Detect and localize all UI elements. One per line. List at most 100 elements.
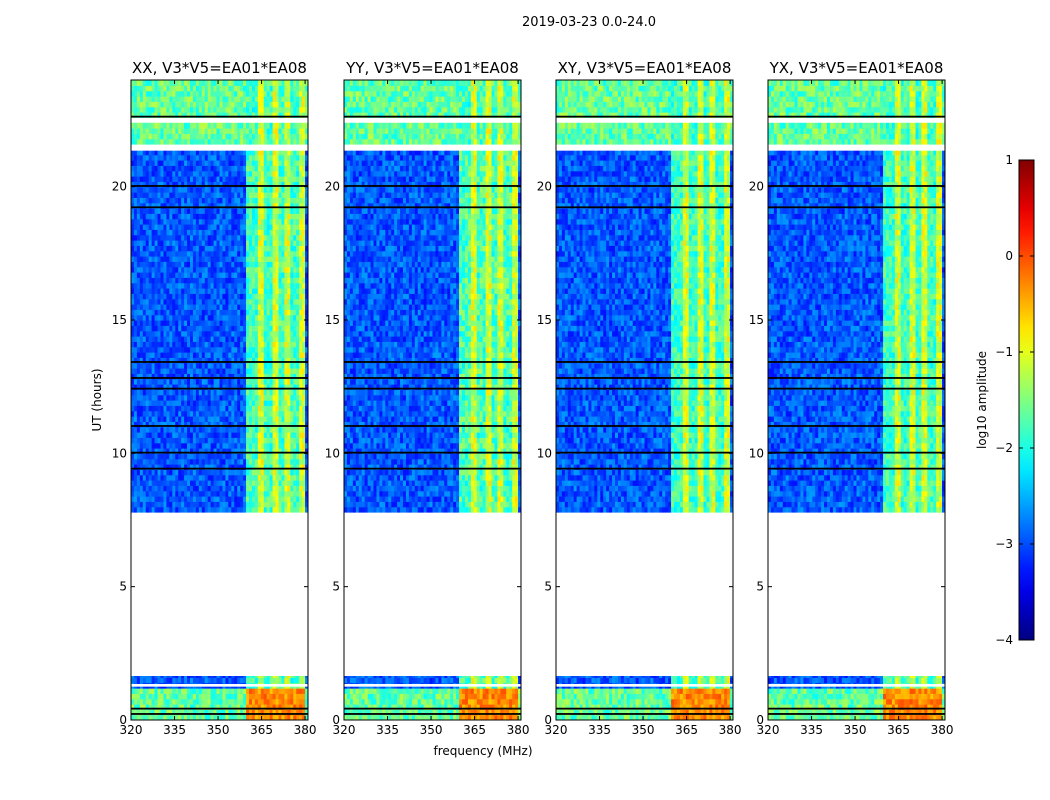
heatmap-cell bbox=[249, 432, 253, 438]
heatmap-cell bbox=[192, 501, 197, 508]
heatmap-cell bbox=[148, 394, 153, 401]
heatmap-cell bbox=[296, 165, 300, 172]
heatmap-cell bbox=[278, 106, 283, 113]
heatmap-cell bbox=[192, 245, 197, 252]
heatmap-cell bbox=[246, 245, 250, 252]
heatmap-cell bbox=[178, 698, 182, 705]
heatmap-cell bbox=[293, 282, 297, 289]
heatmap-cell bbox=[184, 709, 188, 716]
heatmap-cell bbox=[284, 405, 288, 412]
heatmap-cell bbox=[222, 346, 226, 353]
heatmap-cell bbox=[181, 181, 185, 188]
heatmap-cell bbox=[154, 320, 159, 326]
heatmap-cell bbox=[195, 112, 200, 118]
heatmap-cell bbox=[305, 469, 308, 476]
heatmap-cell bbox=[204, 485, 209, 492]
heatmap-cell bbox=[305, 128, 308, 134]
heatmap-cell bbox=[269, 197, 274, 204]
heatmap-cell bbox=[219, 213, 224, 220]
heatmap-cell bbox=[249, 704, 253, 710]
heatmap-cell bbox=[284, 448, 288, 454]
heatmap-cell bbox=[293, 261, 297, 268]
heatmap-cell bbox=[249, 272, 253, 278]
heatmap-cell bbox=[222, 266, 226, 273]
heatmap-cell bbox=[201, 298, 206, 305]
heatmap-cell bbox=[198, 138, 203, 145]
heatmap-cell bbox=[172, 112, 176, 118]
heatmap-cell bbox=[260, 138, 265, 145]
heatmap-cell bbox=[287, 698, 291, 705]
heatmap-cell bbox=[228, 266, 232, 273]
heatmap-cell bbox=[157, 496, 162, 502]
heatmap-cell bbox=[272, 373, 277, 380]
heatmap-cell bbox=[163, 432, 167, 438]
heatmap-cell bbox=[237, 266, 241, 273]
heatmap-cell bbox=[178, 234, 182, 241]
heatmap-cell bbox=[157, 458, 162, 465]
heatmap-cell bbox=[139, 698, 144, 705]
heatmap-cell bbox=[269, 266, 274, 273]
heatmap-cell bbox=[154, 693, 159, 700]
heatmap-cell bbox=[243, 138, 247, 145]
heatmap-cell bbox=[222, 272, 226, 278]
heatmap-cell bbox=[296, 714, 300, 720]
heatmap-cell bbox=[151, 288, 156, 294]
heatmap-cell bbox=[231, 485, 235, 492]
heatmap-cell bbox=[257, 176, 262, 182]
heatmap-cell bbox=[207, 410, 212, 417]
heatmap-cell bbox=[257, 165, 262, 172]
heatmap-cell bbox=[139, 394, 144, 401]
heatmap-cell bbox=[166, 421, 170, 428]
heatmap-cell bbox=[195, 341, 200, 348]
heatmap-cell bbox=[225, 325, 229, 332]
heatmap-cell bbox=[284, 362, 288, 369]
heatmap-cell bbox=[166, 224, 170, 230]
heatmap-cell bbox=[246, 426, 250, 433]
heatmap-cell bbox=[284, 426, 288, 433]
heatmap-cell bbox=[290, 501, 294, 508]
heatmap-cell bbox=[160, 218, 165, 225]
heatmap-cell bbox=[131, 170, 135, 177]
heatmap-cell bbox=[219, 192, 224, 198]
heatmap-cell bbox=[296, 112, 300, 118]
heatmap-cell bbox=[246, 400, 250, 406]
heatmap-cell bbox=[296, 106, 300, 113]
heatmap-cell bbox=[201, 714, 206, 720]
heatmap-cell bbox=[192, 133, 197, 140]
heatmap-cell bbox=[163, 704, 167, 710]
heatmap-cell bbox=[237, 298, 241, 305]
heatmap-cell bbox=[231, 341, 235, 348]
heatmap-cell bbox=[231, 437, 235, 444]
heatmap-cell bbox=[219, 416, 224, 422]
heatmap-cell bbox=[240, 192, 244, 198]
heatmap-cell bbox=[145, 704, 150, 710]
heatmap-cell bbox=[169, 464, 173, 470]
heatmap-cell bbox=[139, 368, 144, 374]
heatmap-cell bbox=[293, 496, 297, 502]
heatmap-cell bbox=[216, 352, 221, 358]
heatmap-cell bbox=[136, 160, 141, 166]
heatmap-cell bbox=[216, 288, 221, 294]
heatmap-cell bbox=[249, 320, 253, 326]
heatmap-cell bbox=[184, 266, 188, 273]
heatmap-cell bbox=[148, 400, 153, 406]
heatmap-cell bbox=[281, 314, 285, 321]
heatmap-cell bbox=[240, 458, 244, 465]
heatmap-cell bbox=[166, 362, 170, 369]
heatmap-cell bbox=[296, 325, 300, 332]
heatmap-cell bbox=[216, 261, 221, 268]
heatmap-cell bbox=[243, 256, 247, 262]
heatmap-cell bbox=[216, 229, 221, 236]
heatmap-cell bbox=[190, 416, 194, 422]
heatmap-cell bbox=[190, 373, 194, 380]
heatmap-cell bbox=[254, 218, 259, 225]
heatmap-cell bbox=[204, 394, 209, 401]
heatmap-cell bbox=[281, 298, 285, 305]
heatmap-cell bbox=[136, 416, 141, 422]
heatmap-cell bbox=[222, 426, 226, 433]
heatmap-cell bbox=[216, 218, 221, 225]
heatmap-cell bbox=[139, 213, 144, 220]
heatmap-cell bbox=[136, 464, 141, 470]
heatmap-cell bbox=[278, 352, 283, 358]
heatmap-cell bbox=[213, 309, 218, 316]
